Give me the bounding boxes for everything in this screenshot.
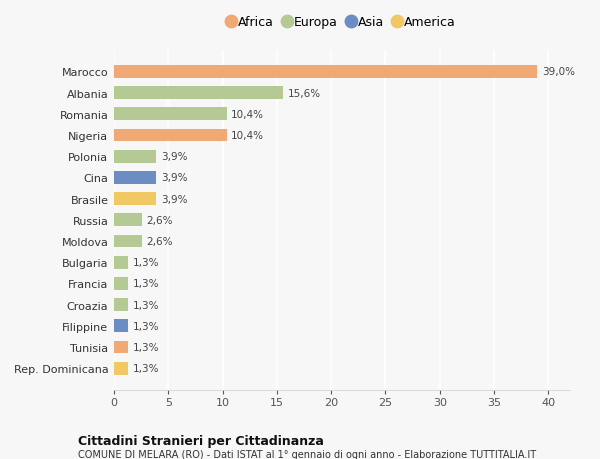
Text: 1,3%: 1,3% bbox=[133, 342, 159, 352]
Text: 2,6%: 2,6% bbox=[146, 215, 173, 225]
Bar bbox=[114, 362, 128, 375]
Bar bbox=[114, 320, 128, 332]
Text: 10,4%: 10,4% bbox=[231, 110, 264, 119]
Text: 1,3%: 1,3% bbox=[133, 257, 159, 268]
Text: 1,3%: 1,3% bbox=[133, 279, 159, 289]
Bar bbox=[114, 66, 538, 78]
Bar bbox=[114, 108, 227, 121]
Text: Cittadini Stranieri per Cittadinanza: Cittadini Stranieri per Cittadinanza bbox=[78, 434, 324, 447]
Text: 1,3%: 1,3% bbox=[133, 321, 159, 331]
Text: 39,0%: 39,0% bbox=[542, 67, 575, 77]
Legend: Africa, Europa, Asia, America: Africa, Europa, Asia, America bbox=[228, 16, 456, 29]
Bar bbox=[114, 214, 142, 227]
Bar bbox=[114, 277, 128, 290]
Text: 1,3%: 1,3% bbox=[133, 300, 159, 310]
Bar bbox=[114, 256, 128, 269]
Bar bbox=[114, 298, 128, 311]
Text: 15,6%: 15,6% bbox=[288, 89, 321, 98]
Bar bbox=[114, 151, 157, 163]
Text: 10,4%: 10,4% bbox=[231, 131, 264, 141]
Bar bbox=[114, 87, 283, 100]
Bar bbox=[114, 172, 157, 185]
Bar bbox=[114, 193, 157, 206]
Bar bbox=[114, 341, 128, 353]
Text: COMUNE DI MELARA (RO) - Dati ISTAT al 1° gennaio di ogni anno - Elaborazione TUT: COMUNE DI MELARA (RO) - Dati ISTAT al 1°… bbox=[78, 449, 536, 459]
Bar bbox=[114, 129, 227, 142]
Text: 3,9%: 3,9% bbox=[161, 194, 187, 204]
Bar bbox=[114, 235, 142, 248]
Text: 3,9%: 3,9% bbox=[161, 152, 187, 162]
Text: 1,3%: 1,3% bbox=[133, 364, 159, 373]
Text: 2,6%: 2,6% bbox=[146, 236, 173, 246]
Text: 3,9%: 3,9% bbox=[161, 173, 187, 183]
